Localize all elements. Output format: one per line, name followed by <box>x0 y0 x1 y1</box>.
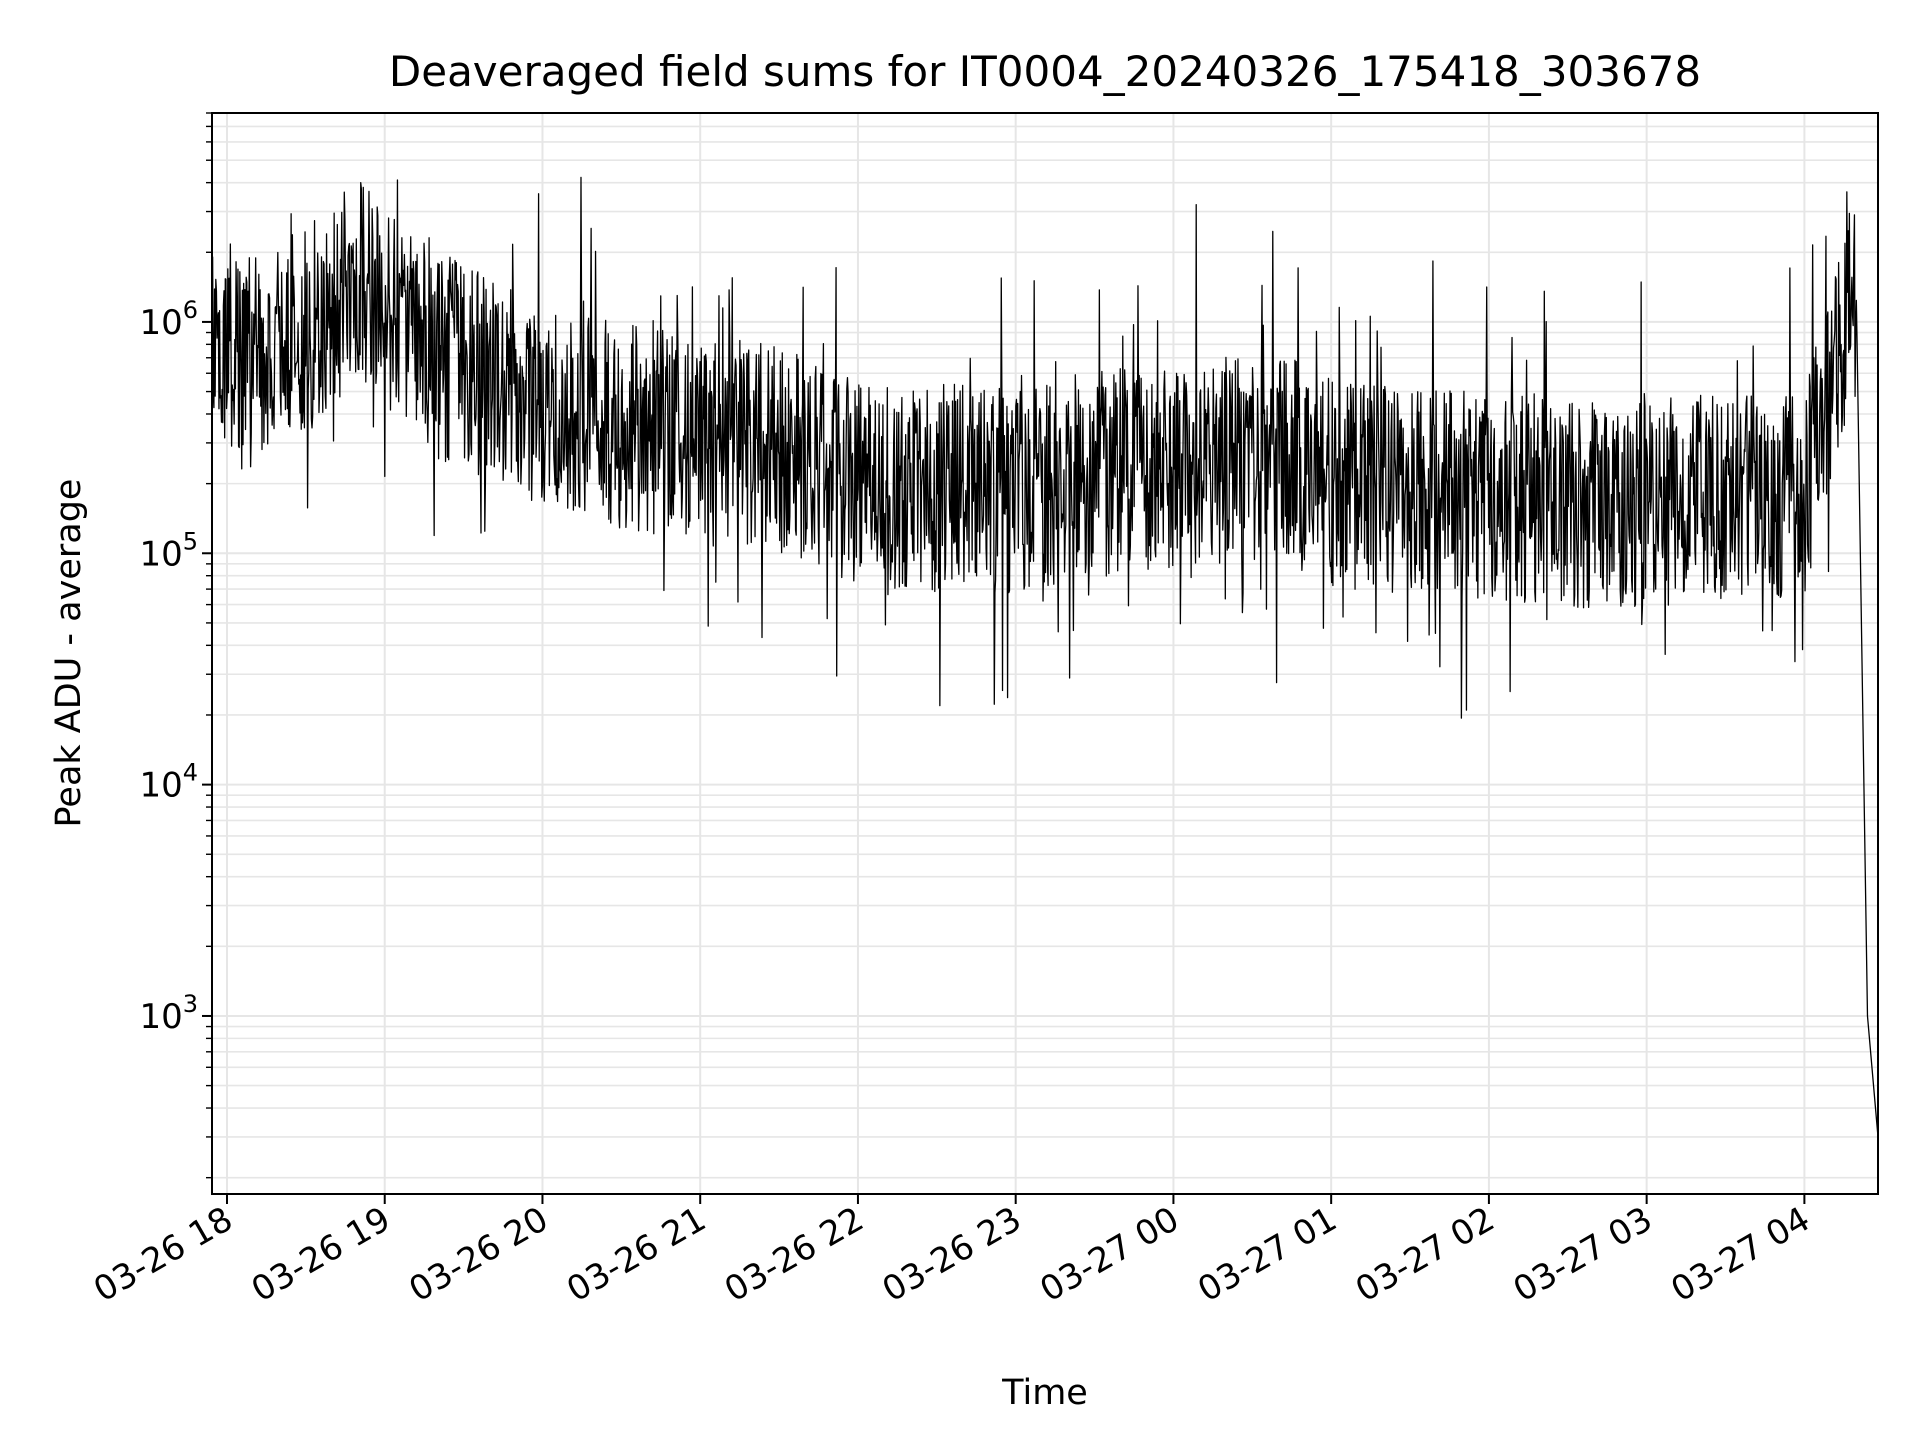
y-tick-label: 103 <box>139 990 198 1037</box>
x-axis: 03-26 18 03-26 19 03-26 20 03-26 21 03-26 22… <box>87 1194 1817 1310</box>
series-line <box>211 176 1879 1137</box>
y-tick-label: 106 <box>139 296 198 343</box>
x-tick-label: 03-27 04 <box>1664 1199 1816 1310</box>
y-axis-title: Peak ADU - average <box>49 479 89 828</box>
y-tick-label: 104 <box>139 759 198 806</box>
x-tick-label: 03-27 03 <box>1507 1199 1659 1310</box>
x-tick-label: 03-26 20 <box>403 1199 555 1310</box>
x-tick-label: 03-26 23 <box>876 1199 1028 1310</box>
x-tick-label: 03-26 22 <box>718 1199 870 1310</box>
y-tick-label: 105 <box>139 527 198 574</box>
grid-layer <box>212 112 1878 1194</box>
y-axis: 103 104 105 106 <box>139 112 212 1179</box>
x-tick-label: 03-27 02 <box>1349 1199 1501 1310</box>
x-tick-label: 03-26 21 <box>560 1199 712 1310</box>
x-tick-label: 03-27 00 <box>1034 1199 1186 1310</box>
x-tick-label: 03-26 18 <box>87 1199 239 1310</box>
plot-frame <box>211 112 1879 1195</box>
chart-title: Deaveraged field sums for IT0004_2024032… <box>389 47 1701 96</box>
line-layer <box>211 176 1879 1137</box>
x-axis-title: Time <box>1001 1373 1088 1413</box>
x-tick-label: 03-26 19 <box>245 1199 397 1310</box>
x-tick-label: 03-27 01 <box>1191 1199 1343 1310</box>
